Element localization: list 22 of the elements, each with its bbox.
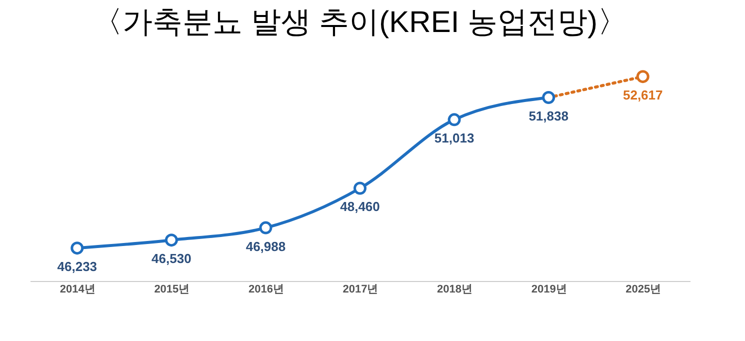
x-tick-label: 2014년	[60, 284, 96, 296]
data-label: 51,013	[434, 130, 474, 146]
point	[448, 113, 461, 126]
point	[636, 70, 650, 84]
point	[259, 221, 272, 234]
x-tick-label: 2019년	[531, 284, 567, 296]
data-label: 48,460	[340, 199, 380, 214]
chart-title: 〈가축분뇨 발생 추이(KREI 농업전망)〉	[92, 6, 628, 39]
point	[354, 182, 366, 195]
x-tick-label: 2018년	[437, 284, 473, 296]
x-tick-label: 2015년	[154, 284, 190, 296]
data-label: 51,838	[528, 108, 568, 124]
point	[542, 91, 556, 104]
data-label: 46,988	[246, 238, 286, 254]
x-tick-label: 2017년	[342, 284, 378, 296]
data-label: 46,530	[152, 251, 192, 266]
point	[164, 234, 178, 247]
x-tick-label: 2016년	[248, 284, 284, 296]
data-label: 52,617	[622, 88, 663, 103]
point	[70, 242, 84, 255]
data-label: 46,233	[57, 259, 98, 274]
x-tick-label: 2025년	[626, 284, 662, 296]
